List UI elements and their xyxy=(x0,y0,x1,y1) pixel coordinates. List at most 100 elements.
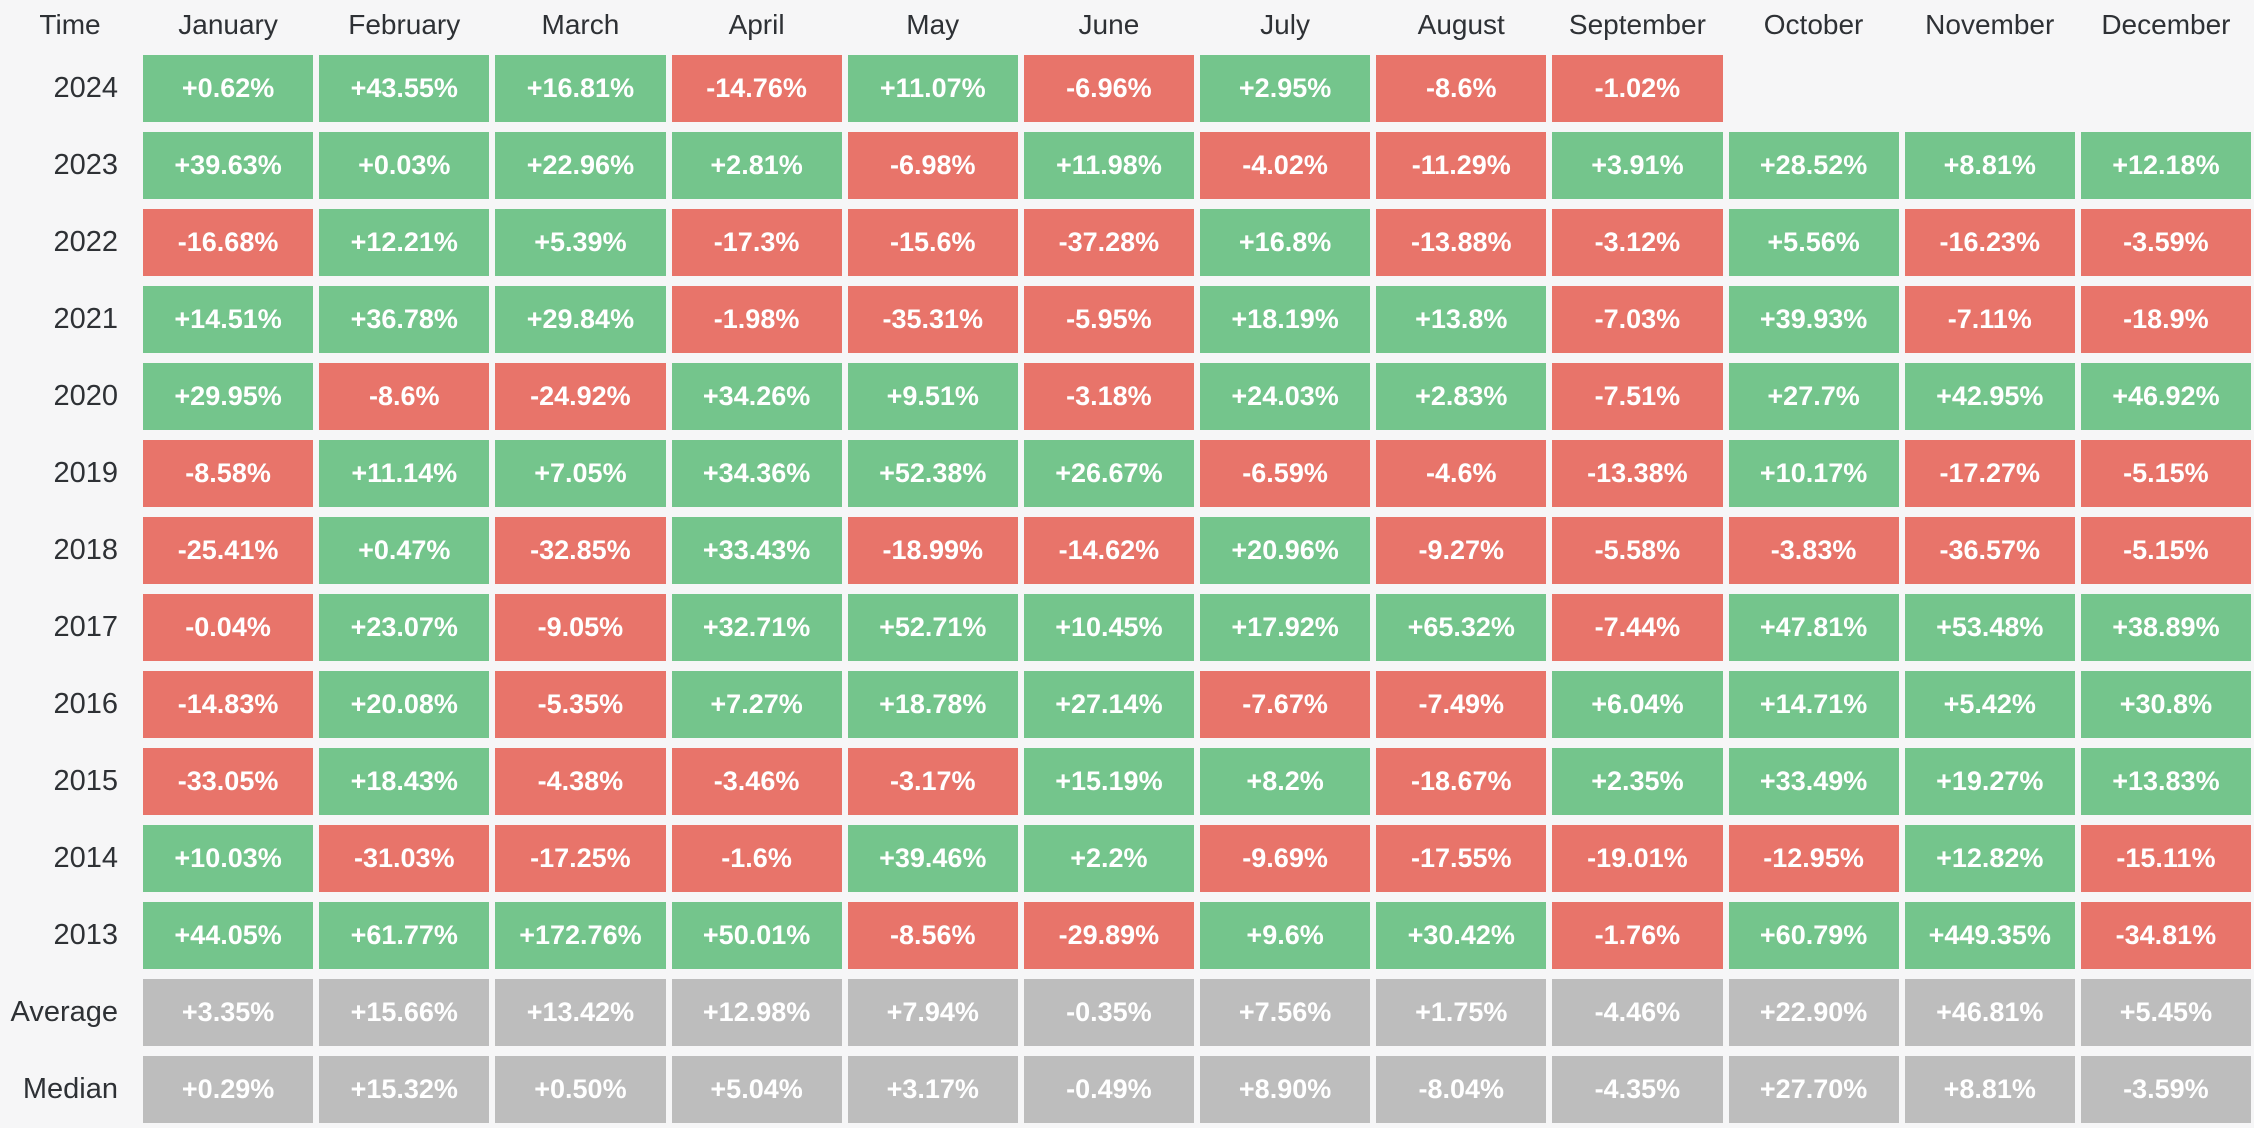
return-cell: +2.83% xyxy=(1373,358,1549,435)
row-label-2017: 2017 xyxy=(53,611,118,643)
return-cell: +42.95% xyxy=(1902,358,2078,435)
return-cell: -4.38% xyxy=(492,743,668,820)
return-cell: +10.45% xyxy=(1021,589,1197,666)
cell-value: -31.03% xyxy=(319,825,490,892)
return-cell: -7.49% xyxy=(1373,666,1549,743)
return-cell: +7.27% xyxy=(669,666,845,743)
cell-value: +46.81% xyxy=(1904,979,2075,1046)
return-cell: +24.03% xyxy=(1197,358,1373,435)
cell-value: -32.85% xyxy=(495,517,666,584)
return-cell: +26.67% xyxy=(1021,435,1197,512)
cell-value: +2.81% xyxy=(671,132,842,199)
cell-value: +18.19% xyxy=(1200,286,1371,353)
return-cell: +65.32% xyxy=(1373,589,1549,666)
cell-value: -7.49% xyxy=(1376,671,1547,738)
cell-value: -24.92% xyxy=(495,363,666,430)
return-cell: +52.71% xyxy=(845,589,1021,666)
return-cell: -33.05% xyxy=(140,743,316,820)
return-cell: -9.05% xyxy=(492,589,668,666)
return-cell: +11.14% xyxy=(316,435,492,512)
cell-value: +12.82% xyxy=(1904,825,2075,892)
return-cell: -36.57% xyxy=(1902,512,2078,589)
row-label-average: Average xyxy=(10,996,119,1028)
cell-value: -14.76% xyxy=(671,55,842,122)
return-cell: -34.81% xyxy=(2078,897,2254,974)
return-cell: +449.35% xyxy=(1902,897,2078,974)
return-cell: -3.17% xyxy=(845,743,1021,820)
empty-cell xyxy=(1902,50,2078,127)
col-header-january: January xyxy=(178,9,278,40)
cell-value: +26.67% xyxy=(1023,440,1194,507)
col-header-october: October xyxy=(1763,9,1864,40)
cell-value: +14.51% xyxy=(143,286,314,353)
cell-value: -8.6% xyxy=(319,363,490,430)
cell-value: +5.45% xyxy=(2080,979,2251,1046)
return-cell: -7.44% xyxy=(1549,589,1725,666)
cell-value: +33.49% xyxy=(1728,748,1899,815)
return-cell: +52.38% xyxy=(845,435,1021,512)
cell-value: -0.49% xyxy=(1023,1056,1194,1123)
return-cell: +0.50% xyxy=(492,1051,668,1128)
row-label-2020: 2020 xyxy=(53,380,118,412)
cell-value: +5.04% xyxy=(671,1056,842,1123)
return-cell: +5.04% xyxy=(669,1051,845,1128)
cell-value: +2.95% xyxy=(1200,55,1371,122)
return-cell: +46.81% xyxy=(1902,974,2078,1051)
col-header-february: February xyxy=(348,9,461,40)
return-cell: +53.48% xyxy=(1902,589,2078,666)
return-cell: +2.2% xyxy=(1021,820,1197,897)
return-cell: -4.46% xyxy=(1549,974,1725,1051)
return-cell: +33.43% xyxy=(669,512,845,589)
cell-value: -17.3% xyxy=(671,209,842,276)
cell-value: +32.71% xyxy=(671,594,842,661)
return-cell: -37.28% xyxy=(1021,204,1197,281)
cell-value: +10.45% xyxy=(1023,594,1194,661)
return-cell: -8.6% xyxy=(1373,50,1549,127)
return-cell: +18.19% xyxy=(1197,281,1373,358)
return-cell: +14.51% xyxy=(140,281,316,358)
return-cell: -3.59% xyxy=(2078,1051,2254,1128)
return-cell: -7.67% xyxy=(1197,666,1373,743)
return-cell: -9.69% xyxy=(1197,820,1373,897)
cell-value: +8.2% xyxy=(1200,748,1371,815)
cell-value: +2.35% xyxy=(1552,748,1723,815)
cell-value: +18.43% xyxy=(319,748,490,815)
return-cell: -1.6% xyxy=(669,820,845,897)
return-cell: +15.66% xyxy=(316,974,492,1051)
return-cell: +2.35% xyxy=(1549,743,1725,820)
cell-value: -3.83% xyxy=(1728,517,1899,584)
cell-value: -9.69% xyxy=(1200,825,1371,892)
return-cell: +2.95% xyxy=(1197,50,1373,127)
cell-value: -8.04% xyxy=(1376,1056,1547,1123)
cell-value: +22.96% xyxy=(495,132,666,199)
return-cell: -32.85% xyxy=(492,512,668,589)
cell-value: +52.38% xyxy=(847,440,1018,507)
cell-value: -12.95% xyxy=(1728,825,1899,892)
cell-value: +5.42% xyxy=(1904,671,2075,738)
cell-value xyxy=(1905,55,2075,122)
cell-value: +12.98% xyxy=(671,979,842,1046)
return-cell: -0.49% xyxy=(1021,1051,1197,1128)
cell-value: -15.6% xyxy=(847,209,1018,276)
return-cell: +12.98% xyxy=(669,974,845,1051)
return-cell: +11.98% xyxy=(1021,127,1197,204)
cell-value: +19.27% xyxy=(1904,748,2075,815)
return-cell: -6.96% xyxy=(1021,50,1197,127)
cell-value: -13.38% xyxy=(1552,440,1723,507)
return-cell: +61.77% xyxy=(316,897,492,974)
return-cell: -7.03% xyxy=(1549,281,1725,358)
cell-value: +3.35% xyxy=(143,979,314,1046)
return-cell: +30.42% xyxy=(1373,897,1549,974)
cell-value: +50.01% xyxy=(671,902,842,969)
return-cell: -16.68% xyxy=(140,204,316,281)
return-cell: -15.11% xyxy=(2078,820,2254,897)
cell-value: -9.05% xyxy=(495,594,666,661)
return-cell: +39.63% xyxy=(140,127,316,204)
cell-value: +20.96% xyxy=(1200,517,1371,584)
col-header-september: September xyxy=(1568,9,1706,40)
return-cell: -7.51% xyxy=(1549,358,1725,435)
cell-value: -3.59% xyxy=(2080,1056,2251,1123)
return-cell: +8.2% xyxy=(1197,743,1373,820)
cell-value: +0.47% xyxy=(319,517,490,584)
return-cell: +60.79% xyxy=(1726,897,1902,974)
